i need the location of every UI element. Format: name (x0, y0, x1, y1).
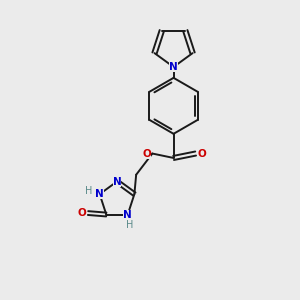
Text: N: N (95, 189, 104, 199)
Text: H: H (125, 220, 133, 230)
Text: N: N (123, 209, 132, 220)
Text: O: O (142, 148, 151, 158)
Text: O: O (78, 208, 86, 218)
Text: N: N (169, 62, 178, 72)
Text: N: N (112, 176, 122, 187)
Text: H: H (85, 186, 92, 196)
Text: O: O (197, 148, 206, 158)
